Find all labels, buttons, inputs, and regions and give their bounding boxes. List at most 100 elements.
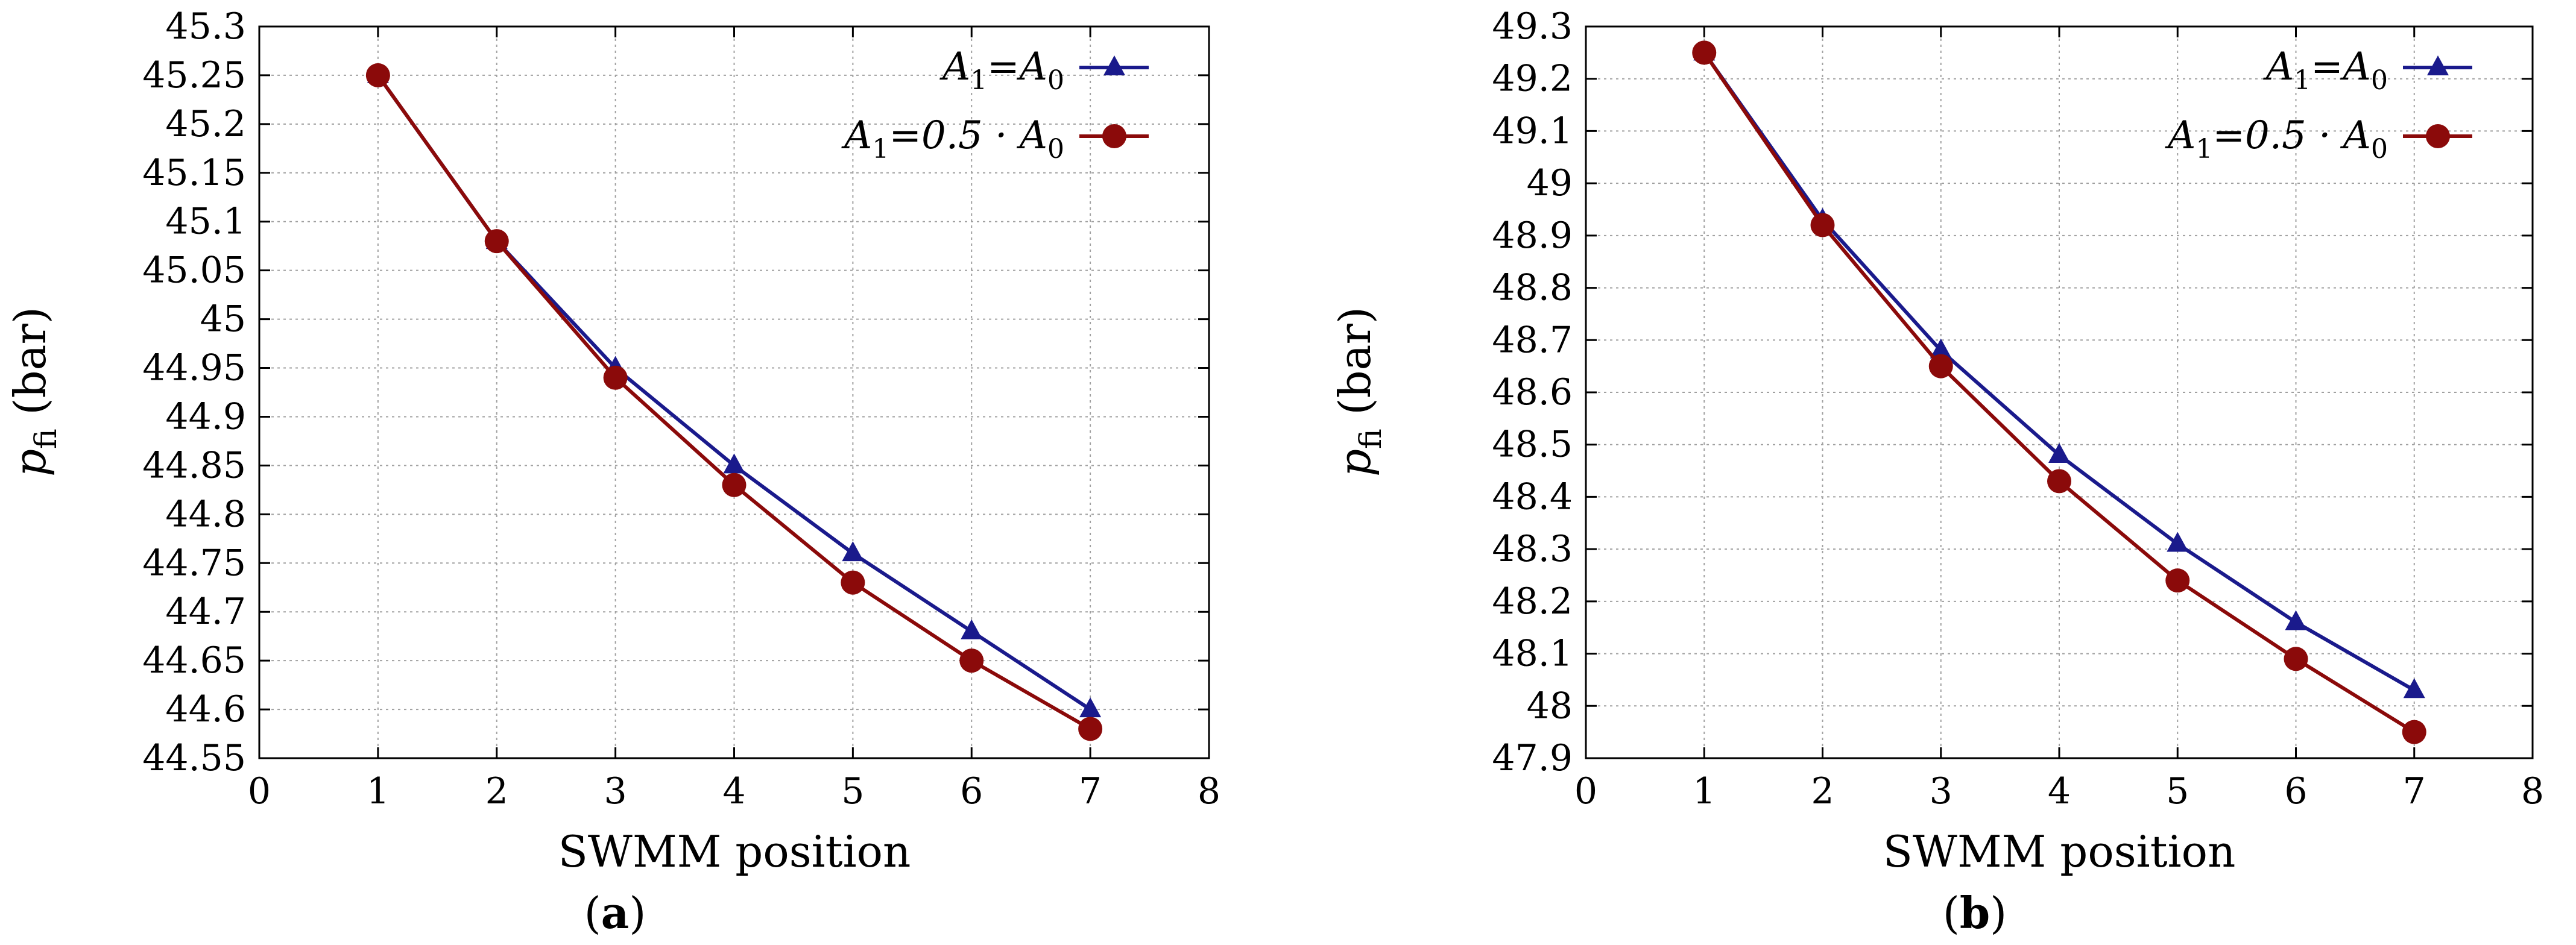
- x-tick-label: 7: [1079, 770, 1102, 812]
- legend-sub: 1: [2294, 65, 2311, 96]
- legend-sub: 0: [2371, 134, 2388, 165]
- x-tick-label: 7: [2403, 770, 2426, 812]
- legend-var: A: [939, 45, 970, 89]
- data-point-triangle: [2167, 532, 2189, 552]
- data-point-triangle: [2285, 610, 2307, 630]
- data-point-circle: [484, 229, 509, 254]
- y-tick-label: 45.15: [142, 152, 246, 194]
- caption-open: (: [584, 888, 601, 938]
- legend-var: A: [2263, 45, 2294, 89]
- x-tick-label: 3: [1930, 770, 1953, 812]
- data-point-circle: [2402, 720, 2426, 744]
- y-tick-label: 44.7: [165, 591, 246, 633]
- y-tick-label: 48: [1527, 685, 1573, 727]
- legend-label: A1=A0: [2263, 45, 2388, 96]
- y-tick-label: 49: [1527, 162, 1573, 204]
- data-point-triangle: [2403, 678, 2425, 699]
- x-tick-label: 2: [485, 770, 508, 812]
- x-tick-label: 0: [1574, 770, 1597, 812]
- y-tick-label: 48.5: [1492, 424, 1573, 466]
- y-tick-label: 45.3: [165, 5, 246, 48]
- y-tick-label: 45.05: [142, 250, 246, 292]
- data-point-circle: [1928, 354, 1953, 378]
- data-point-triangle: [2048, 443, 2070, 463]
- y-tick-label: 48.6: [1492, 371, 1573, 413]
- legend-var: A: [841, 113, 872, 158]
- y-tick-label: 45: [200, 298, 246, 341]
- y-tick-label: 45.1: [165, 201, 246, 243]
- caption-open: (: [1943, 888, 1960, 938]
- legend-var: A: [2165, 113, 2196, 158]
- chart-panel-b: 0 1 2 3 4 5 6 7 8 47.9 48 48.1 48.2 48.3 48.4 48.5 48.6 4…: [1330, 5, 2544, 938]
- plot-frame: [1585, 25, 2534, 759]
- y-tick-label: 48.1: [1492, 633, 1573, 675]
- legend-marker-triangle: [1103, 55, 1125, 75]
- data-point-circle: [841, 570, 865, 595]
- x-tick-label: 4: [722, 770, 745, 812]
- y-tick-label: 45.25: [142, 54, 246, 96]
- plot-frame: [258, 25, 1210, 759]
- y-tick-label: 48.4: [1492, 476, 1573, 518]
- legend-rest: =0.5 · A: [2212, 113, 2371, 158]
- legend-sub: 1: [2196, 134, 2212, 165]
- legend-marker-triangle: [2427, 55, 2449, 75]
- legend-label: A1=0.5 · A0: [2165, 113, 2388, 165]
- y-axis-title: pfi (bar): [1330, 307, 1388, 477]
- legend-sub: 1: [872, 134, 889, 165]
- x-tick-label: 8: [2521, 770, 2544, 812]
- y-tick-label: 44.95: [142, 347, 246, 389]
- y-tick-label: 48.9: [1492, 215, 1573, 257]
- data-point-circle: [1692, 40, 1717, 65]
- y-tick-label: 49.2: [1492, 58, 1573, 100]
- data-point-triangle: [1930, 338, 1952, 359]
- x-tick-label: 5: [841, 770, 864, 812]
- x-tick-label: 0: [248, 770, 271, 812]
- data-point-circle: [365, 63, 390, 87]
- x-tick-label: 3: [604, 770, 627, 812]
- legend-sub: 0: [1047, 65, 1064, 96]
- legend-marker-circle: [1102, 124, 1126, 148]
- data-point-circle: [2165, 568, 2190, 593]
- data-point-circle: [959, 648, 984, 673]
- panel-caption: (a): [584, 887, 646, 938]
- x-tick-label: 6: [960, 770, 983, 812]
- data-point-triangle: [842, 541, 864, 562]
- data-point-triangle: [723, 453, 745, 474]
- y-axis-var: p: [5, 449, 55, 477]
- x-axis-title: SWMM position: [1883, 826, 2236, 877]
- caption-letter: a: [601, 887, 630, 938]
- y-axis-var: p: [1330, 449, 1380, 477]
- legend-rest: =A: [987, 45, 1047, 89]
- data-point-circle: [1810, 213, 1835, 237]
- caption-close: ): [1990, 888, 2007, 938]
- y-tick-label: 49.3: [1492, 5, 1573, 48]
- y-axis-unit: (bar): [5, 307, 55, 429]
- x-tick-label: 8: [1198, 770, 1220, 812]
- y-tick-label: 44.65: [142, 639, 246, 682]
- y-tick-label: 48.7: [1492, 319, 1573, 361]
- y-tick-label: 44.85: [142, 444, 246, 486]
- data-point-circle: [2284, 647, 2308, 671]
- x-axis-title: SWMM position: [558, 826, 911, 877]
- panel-caption: (b): [1943, 887, 2007, 938]
- data-point-triangle: [1079, 697, 1102, 718]
- caption-close: ): [629, 888, 646, 938]
- y-tick-label: 44.75: [142, 542, 246, 584]
- y-tick-label: 44.8: [165, 493, 246, 535]
- y-tick-label: 44.55: [142, 737, 246, 779]
- y-tick-label: 45.2: [165, 103, 246, 145]
- data-point-circle: [1078, 717, 1103, 741]
- x-tick-label: 1: [1693, 770, 1716, 812]
- y-tick-label: 47.9: [1492, 737, 1573, 779]
- legend-rest: =0.5 · A: [889, 113, 1047, 158]
- data-point-triangle: [961, 619, 983, 639]
- y-tick-label: 49.1: [1492, 110, 1573, 152]
- legend-label: A1=0.5 · A0: [841, 113, 1064, 165]
- x-tick-label: 6: [2284, 770, 2307, 812]
- y-tick-label: 48.2: [1492, 580, 1573, 623]
- y-tick-label: 48.8: [1492, 267, 1573, 309]
- y-axis-sub: fi: [1353, 429, 1388, 449]
- y-tick-label: 44.6: [165, 688, 246, 730]
- legend-sub: 0: [1047, 134, 1064, 165]
- y-axis-sub: fi: [28, 429, 63, 449]
